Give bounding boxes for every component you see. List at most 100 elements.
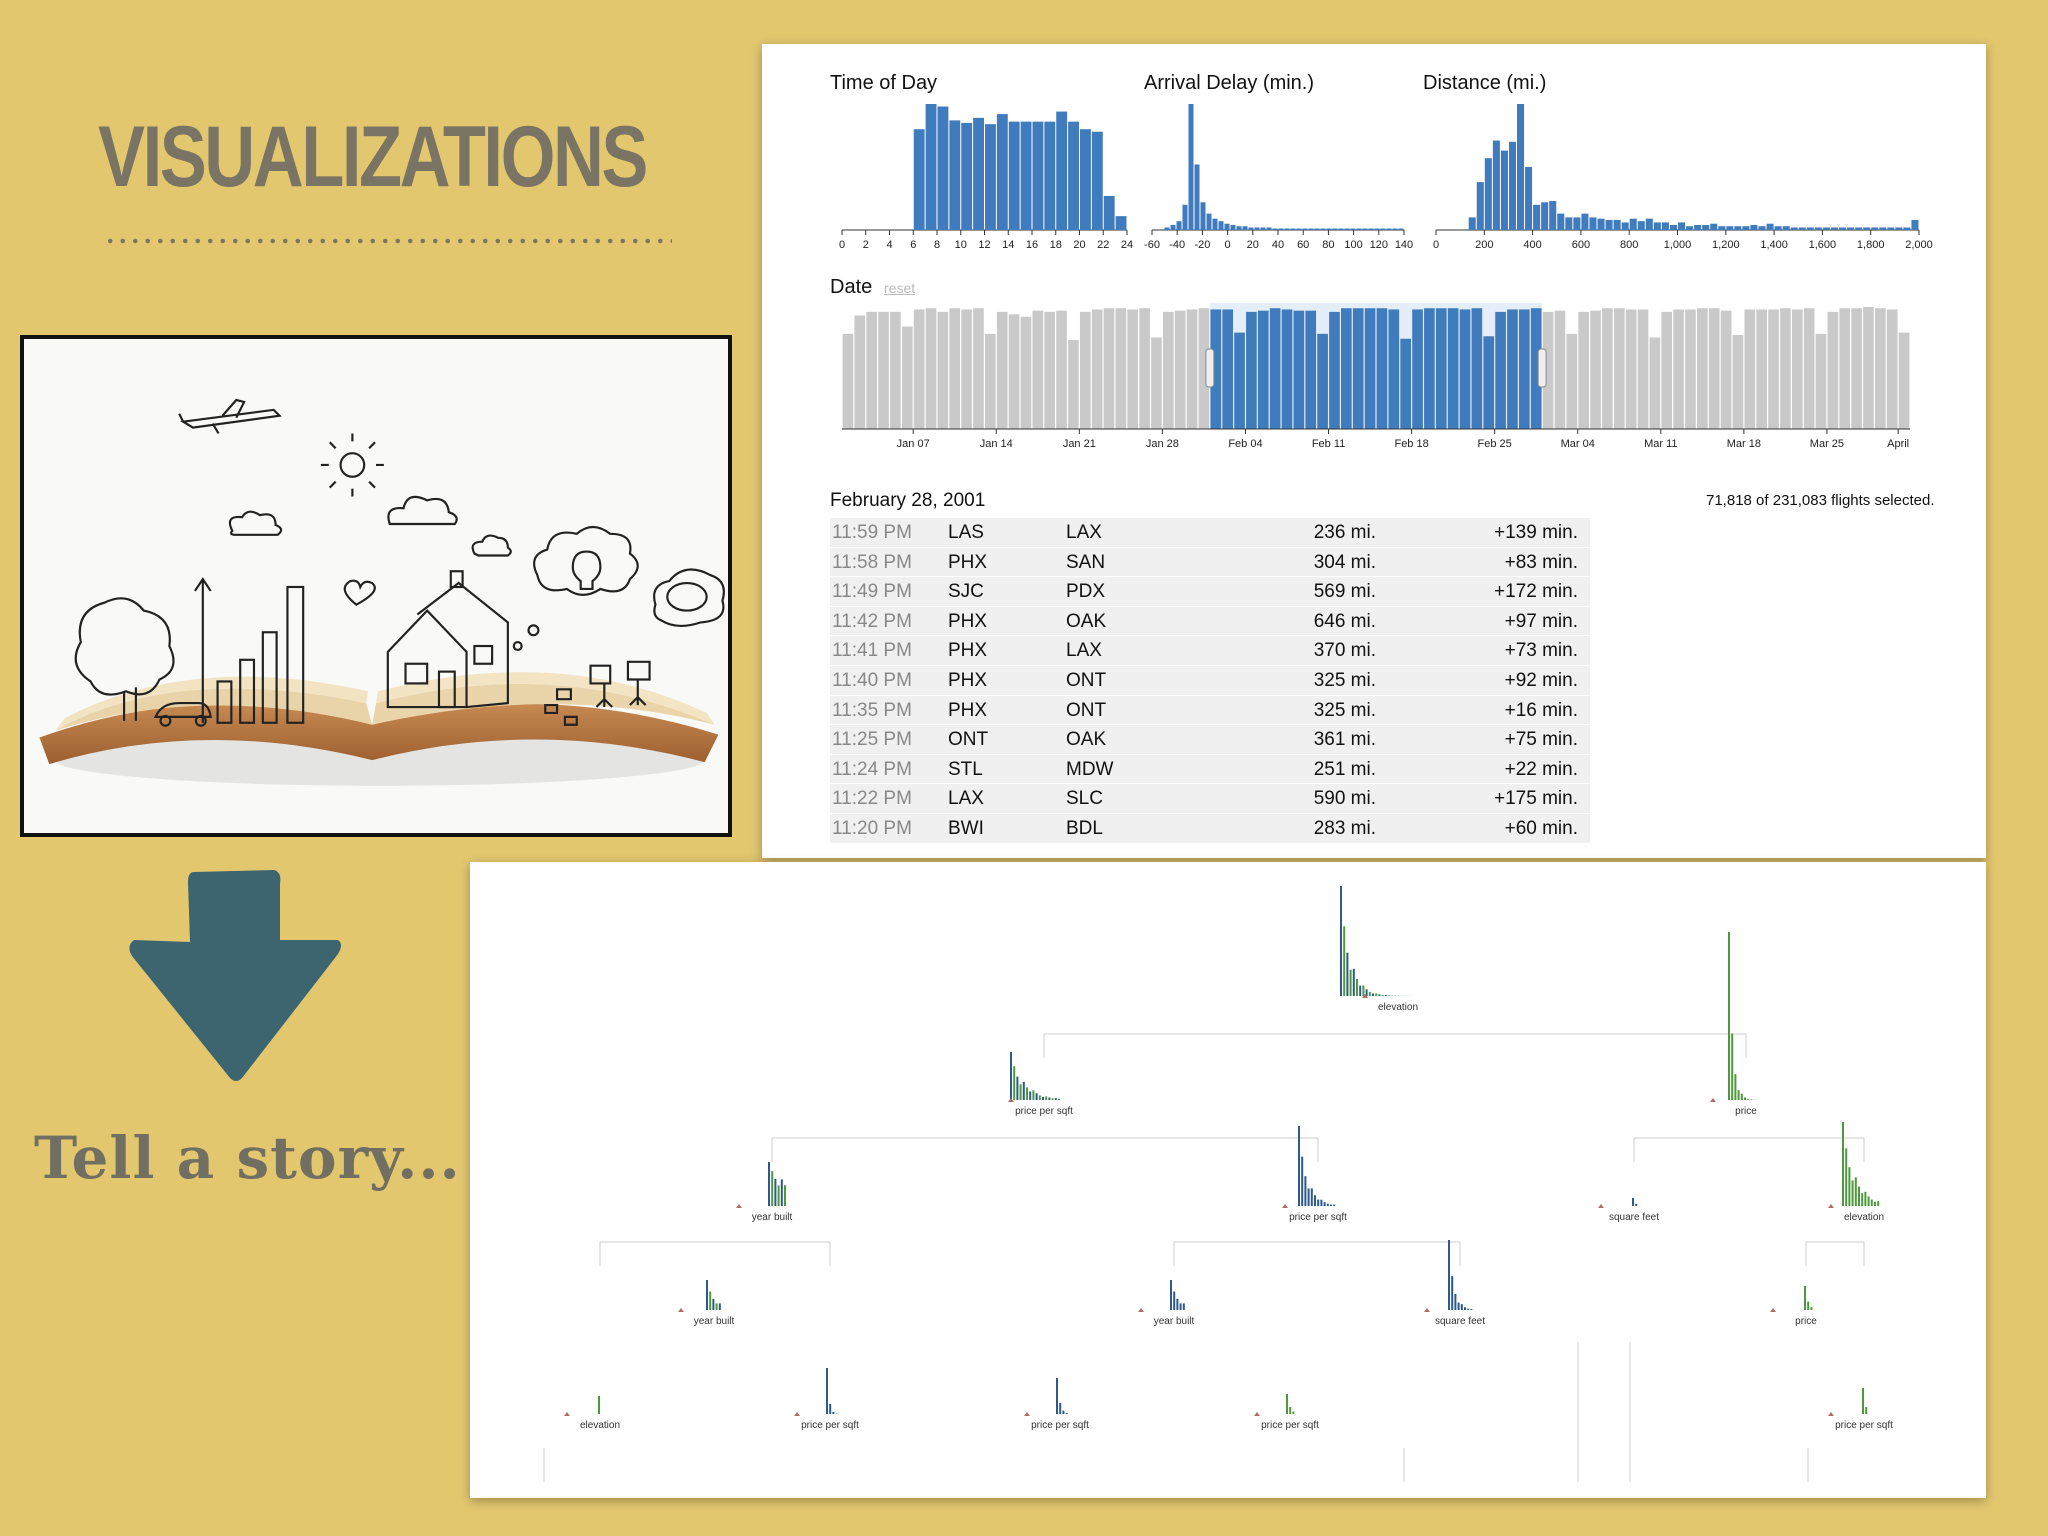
- tree-connector: [1805, 1241, 1865, 1266]
- delay-bar: [1356, 228, 1362, 230]
- date-bar: [1079, 311, 1091, 429]
- tree-histogram-bar: [1173, 1291, 1176, 1310]
- flights-selected-count: 71,818 of 231,083 flights selected.: [1706, 492, 1935, 509]
- tree-histogram-bar: [718, 1303, 721, 1310]
- distance-bar: [1637, 221, 1645, 230]
- delay-bar: [1206, 213, 1212, 230]
- date-bar: [1008, 314, 1020, 429]
- tree-histogram-bar: [1013, 1066, 1016, 1100]
- date-bar: [1886, 309, 1898, 429]
- tree-histogram-bar: [1051, 1098, 1054, 1100]
- tree-histogram-bar: [1349, 969, 1352, 996]
- date-bar: [1471, 308, 1483, 429]
- date-bar: [1317, 333, 1328, 429]
- tree-histogram-bar: [1062, 1410, 1065, 1414]
- time-tick-label: 4: [886, 239, 892, 251]
- flight-destination: ONT: [1066, 699, 1107, 721]
- date-bar: [1780, 308, 1791, 429]
- date-bar: [1732, 335, 1744, 429]
- distance-bar: [1621, 222, 1629, 230]
- date-bar: [1186, 309, 1198, 429]
- flight-time: 11:35 PM: [832, 699, 912, 721]
- delay-bar: [1374, 228, 1380, 230]
- distance-tick-label: 1,000: [1664, 239, 1692, 251]
- date-bar: [1554, 310, 1566, 429]
- flight-delay: +16 min.: [1504, 699, 1578, 721]
- date-bar: [1898, 332, 1910, 429]
- tree-histogram-bar: [1179, 1303, 1182, 1310]
- time-bar: [1080, 129, 1091, 230]
- date-bar: [1661, 311, 1673, 429]
- delay-bar: [1302, 228, 1308, 230]
- reset-link[interactable]: reset: [884, 280, 916, 296]
- date-tick-label: Mar 18: [1727, 438, 1761, 450]
- tree-split-marker: [1828, 1412, 1834, 1416]
- distance-bar: [1750, 224, 1758, 230]
- delay-bar: [1314, 228, 1320, 230]
- flight-delay: +22 min.: [1504, 758, 1578, 780]
- tree-node-label: price per sqft: [1031, 1420, 1089, 1431]
- delay-tick-label: -60: [1144, 239, 1160, 251]
- time-tick-label: 22: [1097, 239, 1109, 251]
- tree-split-marker: [736, 1204, 742, 1208]
- delay-bar: [1296, 228, 1302, 230]
- date-bar: [1139, 308, 1150, 429]
- tree-histogram-bar: [1731, 1033, 1734, 1100]
- date-brush-handle: [1205, 348, 1215, 388]
- delay-tick-label: 20: [1247, 239, 1259, 251]
- tree-histogram-bar: [715, 1303, 718, 1310]
- tree-histogram-bar: [1304, 1176, 1307, 1206]
- date-bar: [878, 311, 889, 429]
- date-bar: [1542, 311, 1554, 429]
- tree-histogram-bar: [1054, 1098, 1057, 1100]
- tree-histogram-bar: [1470, 1308, 1473, 1310]
- date-bar: [1839, 308, 1851, 429]
- tree-histogram-bar: [1384, 994, 1387, 996]
- flight-delay: +172 min.: [1494, 581, 1578, 603]
- date-bar: [1435, 308, 1447, 429]
- time-bar: [1044, 121, 1056, 230]
- date-tick-label: Mar 04: [1561, 438, 1595, 450]
- distance-bar: [1678, 222, 1686, 230]
- tree-histogram-bar: [1310, 1188, 1313, 1206]
- tree-histogram-bar: [1635, 1203, 1638, 1206]
- tree-histogram-bar: [1365, 989, 1368, 996]
- delay-tick-label: -40: [1169, 239, 1185, 251]
- distance-bar: [1847, 227, 1855, 230]
- tree-histogram-bar: [832, 1411, 835, 1414]
- tree-histogram-bar: [1346, 952, 1349, 996]
- date-bar: [1044, 311, 1055, 429]
- date-bar: [1756, 309, 1767, 429]
- time-bar: [1020, 121, 1032, 230]
- tree-histogram-bar: [1388, 995, 1390, 996]
- tree-histogram-bar: [1333, 1204, 1336, 1206]
- date-tick-label: Feb 11: [1312, 438, 1345, 450]
- delay-bar: [1230, 224, 1236, 230]
- distance-bar: [1517, 104, 1525, 230]
- open-book-illustration: [20, 335, 732, 837]
- tree-histogram-bar: [1317, 1199, 1320, 1206]
- distance-title: Distance (mi.): [1423, 72, 1547, 94]
- distance-tick-label: 1,400: [1760, 239, 1788, 251]
- distance-bar: [1589, 217, 1597, 230]
- time-tick-label: 0: [839, 239, 845, 251]
- delay-bar: [1170, 224, 1176, 230]
- delay-tick-label: 60: [1297, 239, 1309, 251]
- date-bar: [1744, 309, 1756, 429]
- distance-bar: [1871, 227, 1879, 230]
- tree-histogram-bar: [1326, 1203, 1329, 1206]
- tree-node-label: year built: [751, 1212, 793, 1223]
- time-tick-label: 24: [1121, 239, 1133, 251]
- distance-bar: [1774, 226, 1782, 230]
- tree-histogram-bar: [1022, 1081, 1025, 1100]
- tree-node-label: elevation: [579, 1420, 621, 1431]
- delay-bar: [1308, 228, 1314, 230]
- time-tick-label: 2: [863, 239, 869, 251]
- date-tick-label: April: [1887, 438, 1909, 450]
- tree-split-marker: [564, 1412, 570, 1416]
- delay-tick-label: 80: [1322, 239, 1334, 251]
- time-bar: [1008, 121, 1020, 230]
- tree-histogram-bar: [1457, 1302, 1460, 1310]
- tree-histogram-bar: [1870, 1199, 1873, 1206]
- delay-bar: [1182, 204, 1188, 230]
